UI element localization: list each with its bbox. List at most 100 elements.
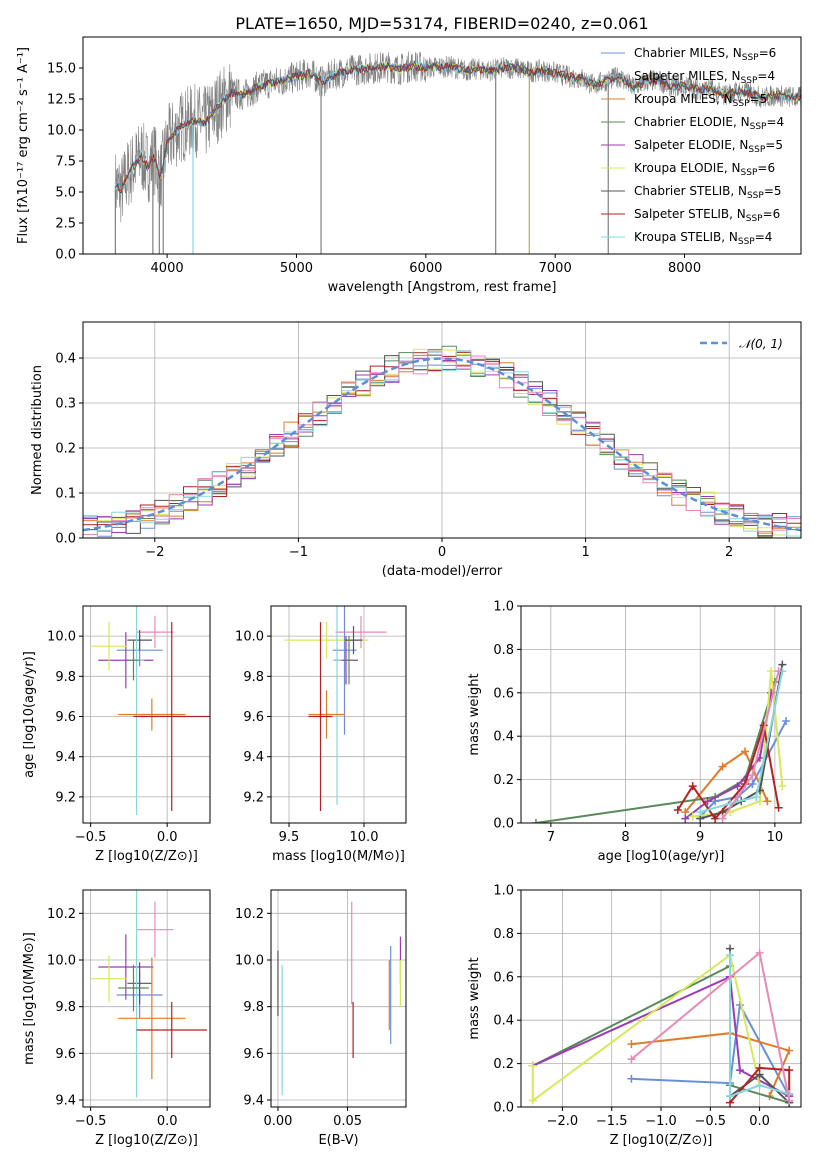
weight-line-kroupa_stelib bbox=[699, 670, 784, 814]
y-tick-label: 9.2 bbox=[243, 790, 264, 805]
axes-frame bbox=[520, 889, 802, 1108]
panel-weight_vs_Z: −2.0 −1.5 −1.0 −0.5 0.0 0.0 0.2 0.4 0.6 0.8 1.0 Z [… bbox=[467, 884, 802, 1148]
panel-mass_vs_ebv: 0.00 0.05 9.4 9.6 9.8 10.0 10.2 E(B-V) bbox=[235, 889, 407, 1148]
x-axis-label: Z [log10(Z/Z⊙)] bbox=[610, 1133, 713, 1148]
legend-n: =5 bbox=[750, 92, 768, 106]
weight-marker bbox=[774, 667, 783, 676]
legend-entry: Kroupa MILES, NSSP=5 bbox=[634, 92, 767, 109]
x-axis-label: wavelength [Angstrom, rest frame] bbox=[328, 280, 557, 295]
x-tick-label: 7 bbox=[547, 830, 555, 845]
y-tick-label: 9.8 bbox=[55, 670, 76, 685]
weight-line-kroupa_elodie bbox=[531, 953, 761, 1103]
histogram-pink bbox=[83, 351, 801, 535]
y-axis-label: Normed distribution bbox=[30, 365, 45, 495]
legend-n: =5 bbox=[765, 138, 783, 152]
legend-entry: Salpeter MILES, NSSP=4 bbox=[634, 69, 775, 86]
legend-label: Kroupa ELODIE, N bbox=[634, 161, 741, 175]
y-tick-label: 10.0 bbox=[235, 630, 264, 645]
y-tick-label: 0.8 bbox=[493, 643, 514, 658]
y-tick-label: 0.6 bbox=[493, 970, 514, 985]
weight-line-chabrier_miles bbox=[631, 1001, 791, 1097]
x-axis-label: mass [log10(M/M⊙)] bbox=[272, 849, 405, 864]
legend-entry: Kroupa STELIB, NSSP=4 bbox=[634, 230, 772, 247]
x-tick-label: 0.05 bbox=[333, 1114, 362, 1129]
y-tick-label: 9.2 bbox=[55, 790, 76, 805]
weight-marker bbox=[528, 1061, 537, 1070]
weight-line-chabrier_elodie bbox=[535, 681, 776, 823]
y-tick-label: 0.0 bbox=[493, 1101, 514, 1116]
panel-mass_vs_Z: −0.5 0.0 9.4 9.6 9.8 10.0 10.2 Z [log10(Z/Z⊙)] m… bbox=[22, 889, 211, 1148]
weight-marker bbox=[627, 1074, 636, 1083]
x-tick-label: 6000 bbox=[409, 261, 442, 276]
y-tick-label: 12.5 bbox=[47, 93, 76, 108]
weight-marker bbox=[748, 779, 757, 788]
axes-frame bbox=[82, 36, 802, 255]
legend-entry: 𝒩(0, 1) bbox=[739, 337, 783, 351]
weight-marker bbox=[785, 1096, 794, 1105]
y-tick-label: 0.0 bbox=[55, 248, 76, 263]
weight-marker bbox=[752, 792, 761, 801]
weight-marker bbox=[528, 1096, 537, 1105]
legend-sub: SSP bbox=[746, 214, 763, 224]
weight-marker bbox=[755, 1081, 764, 1090]
weight-marker bbox=[726, 951, 735, 960]
weight-marker bbox=[688, 782, 697, 791]
weight-marker bbox=[782, 717, 791, 726]
weight-marker bbox=[673, 805, 682, 814]
legend-entry: Salpeter ELODIE, NSSP=5 bbox=[634, 138, 783, 155]
y-tick-label: 10.0 bbox=[47, 954, 76, 969]
legend-label: Kroupa MILES, N bbox=[634, 92, 733, 106]
y-tick-label: 9.8 bbox=[243, 1000, 264, 1015]
legend-sub: SSP bbox=[733, 99, 750, 109]
x-tick-label: 0 bbox=[438, 545, 446, 560]
panel-age_vs_mass: 9.5 10.0 9.2 9.4 9.6 9.8 10.0 mass [log10(M/M⊙)… bbox=[235, 605, 407, 864]
weight-line-salpeter_stelib bbox=[729, 1066, 791, 1104]
legend-entry: Salpeter STELIB, NSSP=6 bbox=[634, 207, 780, 224]
y-tick-label: 0.2 bbox=[493, 1057, 514, 1072]
y-tick-label: 0.0 bbox=[55, 532, 76, 547]
weight-marker bbox=[733, 782, 742, 791]
axes-frame bbox=[82, 605, 211, 824]
y-tick-label: 0.4 bbox=[55, 352, 76, 367]
x-axis-label: E(B-V) bbox=[318, 1133, 358, 1148]
weight-marker bbox=[785, 1066, 794, 1075]
legend-label: Salpeter ELODIE, N bbox=[634, 138, 748, 152]
x-tick-label: −0.5 bbox=[75, 1114, 107, 1129]
x-tick-label: −2 bbox=[145, 545, 164, 560]
weight-marker bbox=[755, 797, 764, 806]
legend-sub: SSP bbox=[750, 122, 767, 132]
weight-marker bbox=[755, 1063, 764, 1072]
weight-marker bbox=[718, 814, 727, 823]
y-tick-label: 1.0 bbox=[493, 600, 514, 615]
x-tick-label: 10 bbox=[767, 830, 784, 845]
weight-line-kroupa_miles bbox=[684, 749, 769, 813]
y-tick-label: 5.0 bbox=[55, 186, 76, 201]
y-tick-label: 9.6 bbox=[55, 1047, 76, 1062]
y-tick-label: 9.8 bbox=[55, 1000, 76, 1015]
y-tick-label: 0.8 bbox=[493, 927, 514, 942]
plot-area bbox=[284, 606, 387, 811]
panel-age_vs_Z: −0.5 0.0 9.2 9.4 9.6 9.8 10.0 Z [log10(Z/Z⊙)] ag… bbox=[22, 605, 211, 864]
weight-marker bbox=[681, 814, 690, 823]
legend-label: Salpeter STELIB, N bbox=[634, 207, 746, 221]
weight-line-kroupa_stelib bbox=[729, 955, 790, 1098]
x-tick-label: 5000 bbox=[280, 261, 313, 276]
x-tick-label: 1 bbox=[581, 545, 589, 560]
weight-marker bbox=[726, 1092, 735, 1101]
plot-area bbox=[90, 890, 207, 1098]
legend-entry: Chabrier STELIB, NSSP=5 bbox=[634, 184, 782, 201]
x-tick-label: −1.5 bbox=[596, 1114, 628, 1129]
legend-sub: SSP bbox=[738, 237, 755, 247]
y-tick-label: 9.6 bbox=[243, 1047, 264, 1062]
legend-sub: SSP bbox=[748, 145, 765, 155]
y-axis-label: mass weight bbox=[467, 673, 482, 755]
plot-area bbox=[90, 606, 210, 815]
y-tick-label: 9.6 bbox=[55, 710, 76, 725]
weight-marker bbox=[735, 1066, 744, 1075]
legend-entry: Kroupa ELODIE, NSSP=6 bbox=[634, 161, 775, 178]
axes-frame bbox=[270, 889, 407, 1108]
histogram-kroupa_stelib bbox=[83, 350, 801, 538]
weight-marker bbox=[696, 808, 705, 817]
